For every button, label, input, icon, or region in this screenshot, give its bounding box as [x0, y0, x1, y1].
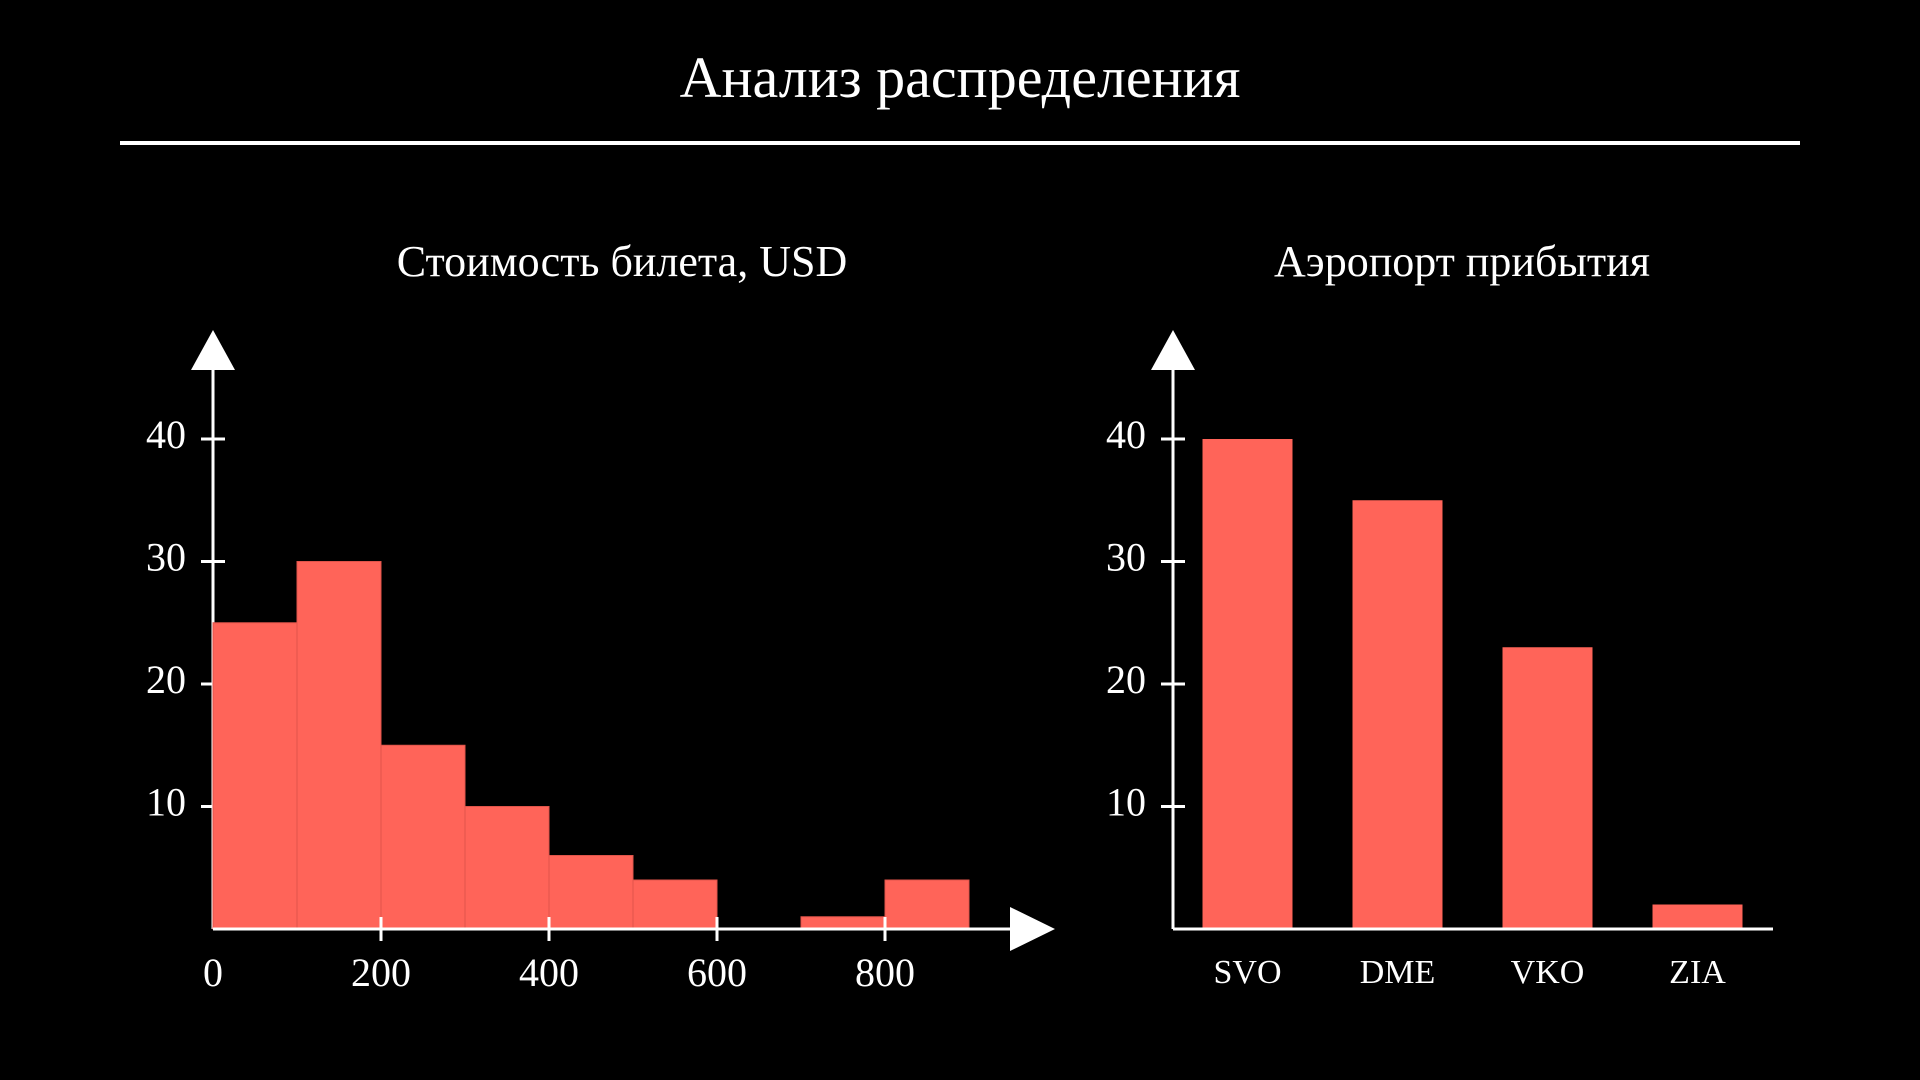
- hist-x-tick-label: 800: [855, 950, 915, 995]
- hist-x-tick-label: 0: [203, 950, 223, 995]
- bar-category-label: DME: [1360, 954, 1436, 991]
- page-title: Анализ распределения: [679, 45, 1241, 110]
- bar-category-label: SVO: [1213, 954, 1281, 991]
- bar-y-tick-label: 10: [1106, 780, 1146, 825]
- bar-title: Аэропорт прибытия: [1274, 237, 1650, 286]
- hist-x-arrow: [1010, 907, 1055, 951]
- hist-bar: [464, 806, 550, 930]
- hist-bar: [548, 855, 634, 930]
- hist-y-tick-label: 30: [146, 535, 186, 580]
- hist-x-tick-label: 400: [519, 950, 579, 995]
- bar-y-arrow: [1151, 330, 1195, 370]
- hist-bar: [212, 622, 298, 930]
- hist-y-arrow: [191, 330, 235, 370]
- bar-category-label: ZIA: [1669, 954, 1726, 991]
- hist-bar: [632, 879, 718, 930]
- hist-x-tick-label: 600: [687, 950, 747, 995]
- hist-bar: [380, 744, 466, 930]
- hist-y-tick-label: 20: [146, 657, 186, 702]
- hist-bar: [884, 879, 970, 930]
- hist-bar: [296, 561, 382, 930]
- hist-y-tick-label: 10: [146, 780, 186, 825]
- hist-x-tick-label: 200: [351, 950, 411, 995]
- hist-y-tick-label: 40: [146, 412, 186, 457]
- bar-zia: [1652, 904, 1743, 929]
- bar-vko: [1502, 647, 1593, 929]
- bar-dme: [1352, 500, 1443, 929]
- bar-y-tick-label: 30: [1106, 535, 1146, 580]
- bar-svo: [1202, 439, 1293, 929]
- title-divider: [120, 141, 1800, 145]
- bar-y-tick-label: 20: [1106, 657, 1146, 702]
- hist-bar: [800, 916, 886, 930]
- hist-title: Стоимость билета, USD: [397, 237, 847, 286]
- bar-y-tick-label: 40: [1106, 412, 1146, 457]
- bar-category-label: VKO: [1511, 954, 1585, 991]
